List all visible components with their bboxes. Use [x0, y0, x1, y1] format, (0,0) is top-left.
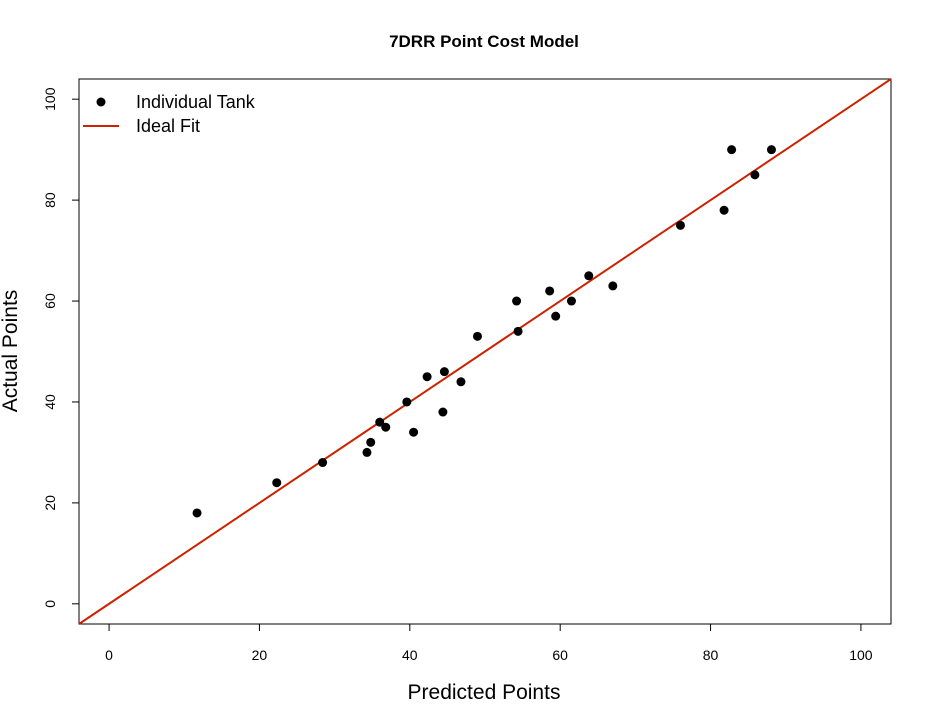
y-tick-label: 20	[42, 495, 58, 511]
data-point	[750, 170, 760, 180]
y-tick-label: 80	[42, 192, 58, 208]
x-tick-label: 80	[703, 647, 719, 663]
legend: Individual Tank Ideal Fit	[83, 92, 256, 136]
data-point	[402, 397, 412, 407]
data-point	[675, 220, 685, 230]
data-point	[375, 417, 385, 427]
ideal-fit-line	[78, 78, 892, 625]
y-axis: 0 20 40 60 80 100	[42, 87, 80, 608]
y-tick-label: 40	[42, 394, 58, 410]
legend-label-individual-tank: Individual Tank	[136, 92, 256, 112]
data-point	[456, 377, 466, 387]
data-point	[551, 311, 561, 321]
x-tick-label: 100	[849, 647, 873, 663]
data-point	[545, 286, 555, 296]
data-point	[362, 447, 372, 457]
data-point	[727, 145, 737, 155]
data-point	[272, 478, 282, 488]
data-point	[422, 372, 432, 382]
data-point	[566, 296, 576, 306]
y-tick-label: 60	[42, 293, 58, 309]
data-point	[438, 407, 448, 417]
x-tick-label: 40	[402, 647, 418, 663]
data-point	[608, 281, 618, 291]
x-tick-label: 0	[105, 647, 113, 663]
data-point	[512, 296, 522, 306]
data-point	[318, 458, 328, 468]
data-point	[513, 326, 523, 336]
data-point	[439, 367, 449, 377]
y-tick-label: 100	[42, 87, 58, 111]
data-point	[719, 205, 729, 215]
y-axis-label: Actual Points	[0, 290, 22, 413]
data-point	[766, 145, 776, 155]
points-layer	[192, 145, 776, 518]
x-axis: 0 20 40 60 80 100	[105, 623, 873, 663]
legend-label-ideal-fit: Ideal Fit	[136, 116, 200, 136]
data-point	[409, 427, 419, 437]
legend-point-marker	[96, 97, 106, 107]
data-point	[472, 331, 482, 341]
data-point	[366, 437, 376, 447]
x-axis-label: Predicted Points	[408, 681, 561, 704]
chart-title: 7DRR Point Cost Model	[389, 32, 579, 51]
y-tick-label: 0	[42, 600, 58, 608]
x-tick-label: 20	[252, 647, 268, 663]
data-point	[192, 508, 202, 518]
data-point	[381, 422, 391, 432]
x-tick-label: 60	[552, 647, 568, 663]
ideal-fit-layer	[78, 78, 892, 625]
data-point	[584, 271, 594, 281]
